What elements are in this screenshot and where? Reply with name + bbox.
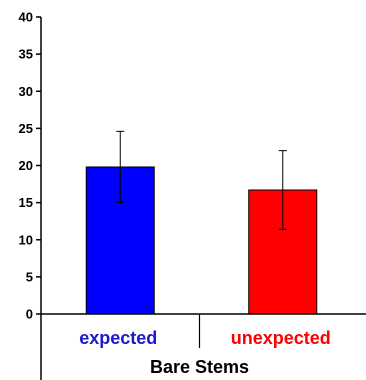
y-tick-label-10: 10 [19,232,33,247]
y-tick-label-0: 0 [26,307,33,322]
y-tick-label-25: 25 [19,121,33,136]
group-label: Bare Stems [150,357,249,377]
y-tick-label-15: 15 [19,195,33,210]
y-tick-label-30: 30 [19,84,33,99]
y-tick-label-20: 20 [19,158,33,173]
error-bars [116,130,287,230]
category-labels: expected unexpected [79,328,331,348]
y-tick-label-40: 40 [19,10,33,25]
y-tick-label-35: 35 [19,47,33,62]
category-label-expected: expected [79,328,157,348]
y-axis-ticks: 0 5 10 15 20 25 30 35 40 [19,10,41,322]
bars [85,166,318,315]
category-label-unexpected: unexpected [231,328,331,348]
y-tick-label-5: 5 [26,269,33,284]
